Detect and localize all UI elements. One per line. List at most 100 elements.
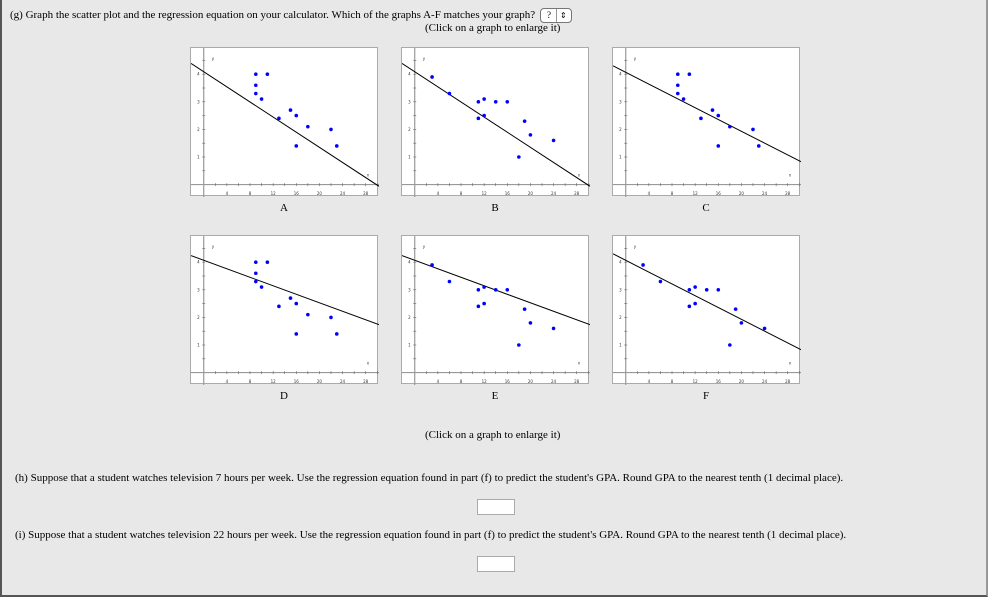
x-tick-label: 4 (648, 191, 651, 196)
data-point (482, 97, 486, 101)
part-h-answer-input[interactable] (477, 499, 515, 515)
data-point (253, 260, 258, 265)
graph-label-e: E (491, 390, 499, 402)
data-point (751, 127, 755, 132)
data-point (306, 124, 310, 129)
data-point (693, 285, 697, 289)
x-tick-label: 28 (363, 191, 369, 196)
data-point (288, 108, 293, 112)
data-point (265, 260, 270, 265)
data-point (505, 100, 510, 104)
data-point (277, 304, 281, 309)
x-tick-label: 8 (249, 191, 252, 196)
graph-e[interactable]: 4 8 12 16 20 24 28 1 2 3 4 y x (401, 235, 591, 385)
graph-a[interactable]: 4 8 12 16 20 24 28 1 2 3 4 y x (190, 47, 380, 197)
data-point (522, 307, 527, 311)
x-tick-label: 24 (340, 191, 346, 196)
data-point (334, 332, 339, 336)
data-point (259, 285, 264, 289)
x-tick-label: 12 (693, 191, 699, 196)
data-point (658, 279, 663, 284)
data-point (253, 72, 258, 77)
y-axis-label: y (634, 56, 637, 61)
y-tick-label: 2 (619, 315, 622, 320)
x-tick-label: 4 (226, 191, 229, 196)
y-tick-label: 1 (408, 342, 411, 347)
graph-c[interactable]: 4 8 12 16 20 24 28 1 2 3 4 y x (612, 47, 802, 197)
y-tick-label: 4 (619, 72, 622, 77)
graph-label-f: F (702, 390, 710, 402)
graph-label-b: B (491, 202, 499, 214)
graph-choice-select[interactable]: ? ⇕ (539, 8, 572, 23)
graph-label-d: D (280, 390, 288, 402)
y-tick-label: 1 (619, 154, 622, 159)
y-axis-label: y (212, 244, 215, 249)
y-tick-label: 4 (619, 260, 622, 265)
x-tick-label: 24 (551, 379, 557, 384)
graph-label-a: A (280, 202, 288, 214)
y-axis-label: y (212, 56, 215, 61)
data-point (253, 83, 258, 88)
data-point (476, 288, 481, 292)
y-tick-label: 1 (619, 342, 622, 347)
data-point (259, 97, 264, 101)
y-tick-label: 2 (408, 315, 411, 320)
x-tick-label: 24 (762, 191, 768, 196)
graph-d[interactable]: 4 8 12 16 20 24 28 1 2 3 4 y x (190, 235, 380, 385)
graph-b[interactable]: 4 8 12 16 20 24 28 1 2 3 4 y x (401, 47, 591, 197)
data-point (716, 288, 721, 292)
data-point (687, 288, 692, 292)
data-point (733, 307, 738, 311)
x-tick-label: 4 (226, 379, 229, 384)
y-tick-label: 2 (197, 315, 200, 320)
y-tick-label: 2 (619, 127, 622, 132)
data-point (675, 72, 680, 77)
data-point (505, 288, 510, 292)
x-tick-label: 16 (505, 379, 511, 384)
data-point (728, 343, 732, 347)
data-point (728, 124, 732, 129)
part-i-question: (i) Suppose that a student watches telev… (15, 529, 847, 541)
data-point (253, 271, 258, 276)
data-point (699, 116, 703, 121)
data-point (693, 301, 697, 306)
regression-line (612, 65, 802, 163)
data-point (288, 296, 293, 300)
data-point (551, 138, 556, 143)
y-tick-label: 4 (197, 260, 200, 265)
data-point (329, 127, 333, 132)
data-point (675, 91, 680, 96)
data-point (334, 144, 339, 148)
data-point (447, 279, 452, 284)
part-i-answer-input[interactable] (477, 556, 515, 572)
data-point (493, 100, 498, 104)
x-tick-label: 4 (437, 191, 440, 196)
data-point (294, 332, 299, 336)
y-tick-label: 1 (408, 154, 411, 159)
x-tick-label: 12 (271, 379, 277, 384)
x-tick-label: 24 (551, 191, 557, 196)
x-tick-label: 8 (460, 379, 463, 384)
data-point (253, 91, 258, 96)
y-tick-label: 2 (197, 127, 200, 132)
y-axis-label: y (423, 244, 426, 249)
graph-f[interactable]: 4 8 12 16 20 24 28 1 2 3 4 y x (612, 235, 802, 385)
x-tick-label: 24 (340, 379, 346, 384)
y-tick-label: 4 (408, 72, 411, 77)
x-tick-label: 28 (363, 379, 369, 384)
data-point (306, 312, 310, 317)
data-point (265, 72, 270, 77)
x-tick-label: 4 (648, 379, 651, 384)
x-tick-label: 16 (716, 379, 722, 384)
data-point (517, 155, 521, 159)
x-tick-label: 16 (716, 191, 722, 196)
data-point (476, 304, 481, 309)
data-point (704, 288, 709, 292)
y-tick-label: 4 (197, 72, 200, 77)
data-point (528, 321, 533, 325)
regression-line (190, 255, 380, 326)
data-point (476, 100, 481, 104)
